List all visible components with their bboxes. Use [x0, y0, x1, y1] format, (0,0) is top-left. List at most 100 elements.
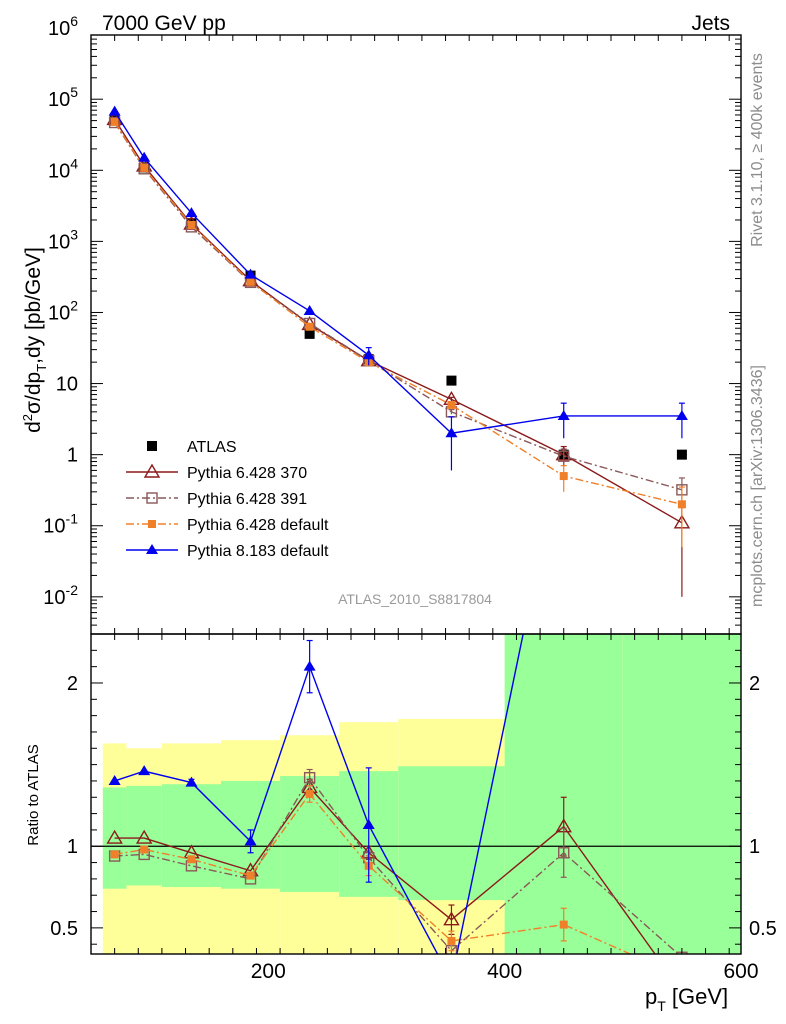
ratio-point [246, 871, 255, 880]
legend-entry: Pythia 8.183 default [126, 543, 329, 560]
ratio-point [140, 845, 149, 854]
ratio-plot-frame [90, 633, 742, 955]
data-point [558, 450, 570, 462]
ratio-y-axis-label: Ratio to ATLAS [25, 744, 42, 845]
data-point [140, 163, 149, 172]
legend-entry: Pythia 6.428 370 [126, 463, 307, 482]
header-energy-label: 7000 GeV pp [102, 12, 226, 35]
data-point [187, 220, 196, 229]
series-atlas [109, 115, 687, 460]
data-point [445, 427, 458, 438]
ratio-y-tick-label: 2 [67, 673, 78, 695]
data-point [305, 322, 314, 331]
data-point [446, 375, 457, 386]
series-line [114, 111, 682, 434]
main-y-tick-label: 10 [56, 374, 78, 396]
data-point [244, 268, 257, 279]
ratio-y-tick-label: 1 [67, 836, 78, 858]
ratio-point [185, 776, 198, 787]
ratio-series-group [106, 634, 688, 954]
data-point [675, 409, 688, 420]
ratio-point [303, 660, 316, 671]
series-pythia-6-428-default [110, 117, 686, 548]
ratio-point [305, 790, 314, 798]
legend-label: ATLAS [187, 439, 237, 456]
legend-marker [148, 520, 156, 528]
main-y-tick-label: 1 [67, 445, 78, 467]
data-point [557, 409, 570, 420]
rivet-version-label: Rivet 3.1.10, ≥ 400k events [749, 53, 766, 247]
stat-band-bin [622, 634, 741, 954]
data-point [185, 207, 198, 218]
stat-band-bin [398, 766, 505, 901]
x-tick-label: 400 [487, 960, 522, 983]
main-y-tick-label: 105 [48, 84, 78, 111]
legend-label: Pythia 8.183 default [187, 543, 329, 560]
legend-label: Pythia 6.428 370 [187, 465, 307, 482]
main-y-tick-label: 106 [48, 13, 78, 40]
ratio-point [362, 819, 375, 830]
ratio-point [135, 829, 153, 844]
legend-marker [143, 463, 161, 478]
svg-text:pT [GeV]: pT [GeV] [645, 984, 728, 1014]
series-line [114, 121, 683, 506]
series-line [114, 119, 683, 524]
ratio-line [114, 776, 680, 954]
ratio-point [558, 847, 570, 859]
ratio-point [447, 936, 456, 945]
main-y-tick-label: 10-1 [43, 511, 78, 538]
series-line [114, 122, 683, 491]
data-point [246, 277, 255, 286]
legend-marker [146, 492, 158, 504]
data-point [559, 472, 568, 481]
legend-label: Pythia 6.428 391 [187, 491, 307, 508]
ratio-point [244, 835, 257, 846]
ratio-point [106, 829, 123, 844]
ratio-series-pythia-8-183-default [108, 634, 524, 954]
data-point [108, 105, 121, 116]
header-process-label: Jets [691, 12, 730, 35]
ratio-point [559, 920, 568, 929]
mcplots-label: mcplots.cern.ch [arXiv:1306.3436] [749, 365, 766, 607]
ratio-point [303, 771, 316, 784]
data-point [138, 163, 150, 175]
ratio-y-tick-label-right: 0.5 [749, 918, 777, 940]
ratio-point [138, 765, 151, 776]
data-point [677, 500, 686, 509]
main-y-tick-label: 104 [48, 155, 78, 182]
ratio-uncertainty-bands [91, 634, 741, 954]
svg-text:d2σ/dpT,dy [pb/GeV]: d2σ/dpT,dy [pb/GeV] [20, 247, 49, 433]
ratio-point [108, 774, 121, 785]
ratio-y-tick-label-right: 2 [749, 673, 760, 695]
main-y-axis-label: d2σ/dpT,dy [pb/GeV] [20, 247, 49, 433]
ratio-point [443, 911, 460, 926]
ratio-y-tick-label: 0.5 [50, 918, 78, 940]
x-tick-label: 200 [251, 960, 286, 983]
series-pythia-8-183-default [108, 105, 688, 471]
data-point [676, 449, 687, 460]
legend-entry: Pythia 6.428 391 [126, 491, 307, 508]
data-point [108, 116, 121, 129]
legend: ATLAS Pythia 6.428 370 Pythia 6.428 391 Pyt… [126, 439, 329, 560]
data-point [138, 151, 151, 162]
analysis-label: ATLAS_2010_S8817804 [338, 591, 492, 607]
stat-band-bin [126, 785, 162, 886]
main-y-tick-label: 10-2 [43, 582, 78, 609]
data-point [303, 304, 316, 315]
data-point [362, 349, 375, 360]
stat-band-bin [504, 634, 623, 954]
ratio-y-tick-label-right: 1 [749, 836, 760, 858]
ratio-point [187, 855, 196, 864]
main-y-tick-label: 103 [48, 226, 78, 253]
main-y-tick-label: 102 [48, 297, 78, 324]
data-point [110, 117, 119, 126]
legend-entry: Pythia 6.428 default [126, 517, 329, 534]
data-point [304, 328, 315, 339]
ratio-point [110, 850, 119, 859]
legend-entry: ATLAS [147, 439, 237, 456]
x-tick-label: 600 [723, 960, 758, 983]
legend-marker [146, 544, 158, 554]
main-series-group [106, 105, 691, 597]
data-point [447, 400, 456, 409]
